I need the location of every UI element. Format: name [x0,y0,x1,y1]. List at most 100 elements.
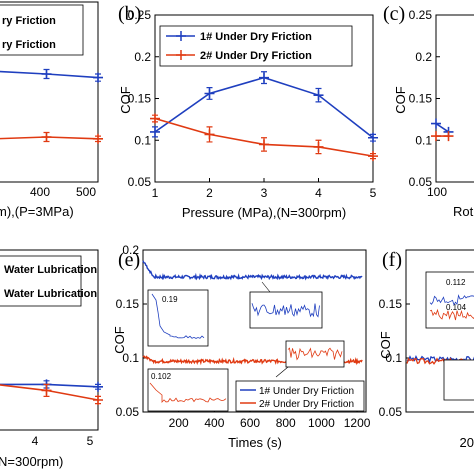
panel-e: (e) COF Times (s) 0.05 0.1 0.15 0.2 200 400 60… [112,243,371,450]
panel-f-xlabel: 20 [460,435,474,450]
panel-e-inset-1-label: 0.19 [162,295,178,304]
panel-e-inset-1-frame [147,289,209,347]
series-2-errorbar [43,383,50,397]
panel-e-zoom-1-leader [261,281,271,293]
panel-c-label: (c) [383,3,405,25]
panel-b-legend-box [159,25,353,67]
ytick-label: 0.15 [409,92,433,106]
series-2-errorbar [95,135,101,143]
ytick-label: 0.1 [122,351,139,365]
panel-e-legend: 1# Under Dry Friction 2# Under Dry Frict… [235,380,365,412]
series-2-errorbar [152,114,158,123]
xtick-label: 3 [261,186,268,200]
panel-b-label: (b) [118,3,141,25]
panel-e-label: (e) [118,249,140,271]
ytick-label: 0.15 [379,297,403,311]
panel-a-axes-frame [0,1,99,183]
panel-a: ry Friction ry Friction 400 500 m),(P=3M… [0,1,103,219]
ytick-label: 0.25 [409,8,433,22]
series-1-errorbar [315,87,322,103]
panel-b-xlabel: Pressure (MPa),(N=300rpm) [182,205,346,220]
series-1-errorbar [152,126,158,138]
panel-e-axes-frame [142,249,367,413]
panel-f-inset: 0.112 0.104 [425,271,474,329]
panel-e-inset-2: 0.102 [147,368,229,412]
panel-f-inset-label-2: 0.104 [446,303,467,312]
series-1-errorbar [43,68,50,80]
panel-d-legend-box [0,255,82,307]
panel-b-ylabel: COF [118,86,133,114]
panel-d-legend-entry-2: Water Lubrication [4,288,97,300]
xtick-label: 400 [204,416,224,430]
series-1-errorbar [370,133,376,142]
panel-f: (f) COF 0.05 0.1 0.15 0.112 0.104 20 [378,249,474,450]
xtick-label: 200 [169,416,189,430]
ytick-label: 0.1 [415,133,432,147]
panel-d-xtick-4: 4 [32,434,39,448]
panel-a-xlabel: m),(P=3MPa) [0,204,74,219]
ytick-label: 0.05 [379,405,403,419]
panel-a-xtick-500: 500 [76,185,96,199]
panel-a-legend-entry-1: ry Friction [2,15,56,27]
panel-c-xtick-100: 100 [427,185,447,199]
panel-b-legend-marker-2 [176,50,186,60]
panel-b-plot-area [150,71,378,162]
panel-e-inset-2-label: 0.102 [151,372,172,381]
ytick-label: 0.25 [128,8,152,22]
xtick-label: 5 [370,186,377,200]
series-1-errorbar [261,71,267,85]
series-2-errorbar [206,126,213,143]
panel-f-axes-frame [405,249,474,413]
panel-b-legend-entry-2: 2# Under Dry Friction [200,50,312,62]
panel-c-xlabel: Rot [453,204,474,219]
panel-e-zoom-1 [249,281,323,329]
xtick-label: 800 [276,416,296,430]
panel-f-ylabel: COF [378,331,393,359]
xtick-label: 2 [206,186,213,200]
panel-e-zoom-2 [275,340,345,378]
ytick-label: 0.1 [134,133,151,147]
panel-e-xlabel: Times (s) [228,435,282,450]
panel-a-legend-box [0,4,84,56]
ytick-label: 0.15 [128,92,152,106]
series-1-line [435,122,449,133]
panel-c-plot-area [431,118,454,142]
panel-c-ylabel: COF [393,86,408,114]
panel-b: (b) COF Pressure (MPa),(N=300rpm) 0.05 0.… [118,3,378,220]
panel-f-legend-fragment [443,359,474,401]
panel-b-legend: 1# Under Dry Friction 2# Under Dry Frict… [159,25,353,67]
panel-e-zoom-2-trace [287,347,343,361]
panel-e-zoom-2-leader [275,366,289,378]
xtick-label: 1000 [308,416,335,430]
series-1-errorbar [95,73,101,82]
series-1-errorbar [95,383,101,390]
ytick-label: 0.05 [116,405,140,419]
series-1-trace [142,260,363,281]
series-2-errorbar [43,131,50,143]
ytick-label: 0.2 [134,50,151,64]
panel-e-ylabel: COF [112,326,127,354]
ytick-label: 0.2 [415,50,432,64]
panel-f-inset-trace-1 [429,294,474,306]
panel-b-ticks: 0.05 0.1 0.15 0.2 0.25 1 2 3 4 5 [128,8,377,200]
series-1-point [431,118,441,129]
series-2-point [431,131,441,142]
ytick-label: 0.1 [385,351,402,365]
panel-e-legend-entry-2: 2# Under Dry Friction [259,399,354,410]
panel-b-legend-entry-1: 1# Under Dry Friction [200,31,312,43]
panel-a-plot-area [0,68,103,144]
xtick-label: 1200 [344,416,371,430]
panel-f-inset-trace-2 [429,308,474,321]
panel-d-legend-entry-1: Water Lubrication [4,264,97,276]
panel-b-legend-marker-1 [176,31,186,41]
ytick-label: 0.05 [128,175,152,189]
panel-a-xtick-400: 400 [30,185,50,199]
panel-f-ticks: 0.05 0.1 0.15 [379,297,410,419]
panel-c-axes-frame [435,14,474,183]
xtick-label: 600 [240,416,260,430]
panel-d-xtick-5: 5 [87,434,94,448]
series-2-errorbar [315,139,322,155]
series-2-errorbar [95,395,101,405]
panel-d-xlabel: N=300rpm) [0,454,63,469]
